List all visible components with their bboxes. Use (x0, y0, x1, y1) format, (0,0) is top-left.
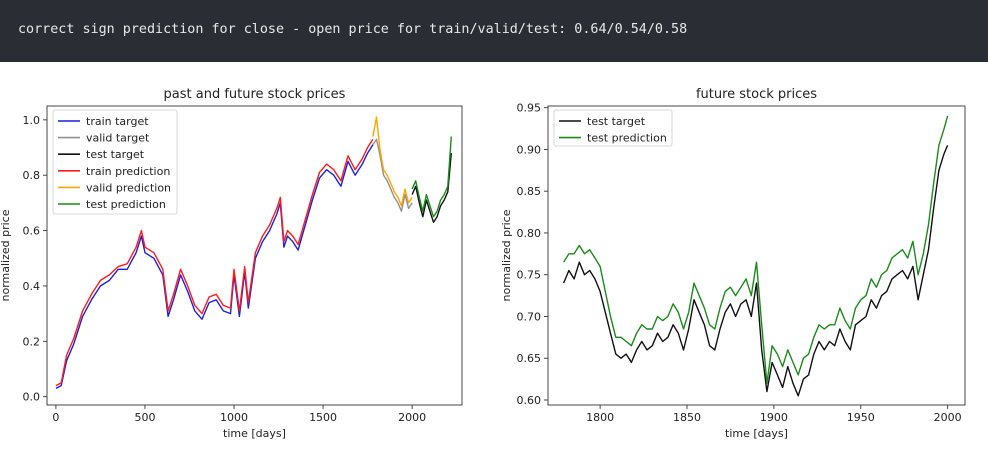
chart-past-and-future: 0 500 1000 1500 2000 0.0 0.2 0.4 0.6 0.8 1.0 past a… (0, 87, 463, 440)
y-tick-label: 0.75 (517, 269, 542, 282)
y-tick-label: 1.0 (23, 114, 41, 127)
y-tick-label: 0.6 (23, 225, 41, 238)
legend-label: test prediction (86, 198, 166, 211)
y-tick-label: 0.90 (517, 143, 542, 156)
y-tick-label: 0.95 (517, 102, 542, 115)
x-tick-label: 500 (134, 411, 155, 424)
chart-title: future stock prices (696, 87, 817, 102)
legend-label: train prediction (86, 165, 170, 178)
legend-label: test target (587, 115, 646, 128)
legend-box (553, 109, 673, 147)
legend-label: test target (86, 148, 145, 161)
y-tick-label: 0.0 (23, 391, 41, 404)
series-line-train-target (55, 144, 374, 390)
x-tick-label: 1950 (847, 411, 875, 424)
legend-box (52, 109, 178, 215)
plot-frame (46, 105, 463, 406)
y-tick-label: 0.80 (517, 227, 542, 240)
chart-future: 1800 1850 1900 1950 2000 0.60 0.65 0.70 0.75 0.80… (500, 87, 966, 440)
series-line-test-prediction (563, 115, 949, 384)
x-tick-label: 0 (52, 411, 59, 424)
series-line-valid-target (372, 138, 413, 212)
series-line-valid-prediction (372, 116, 413, 207)
x-tick-label: 1900 (760, 411, 788, 424)
y-tick-label: 0.60 (517, 394, 542, 407)
series-line-train-prediction (55, 138, 374, 387)
y-tick-label: 0.70 (517, 310, 542, 323)
console-output-text: correct sign prediction for close - open… (18, 22, 688, 37)
series-line-test-target (562, 145, 949, 397)
legend-label: test prediction (587, 132, 667, 145)
legend-label: train target (86, 115, 149, 128)
series-line-test-target (411, 153, 452, 224)
legend-label: valid prediction (86, 181, 171, 194)
y-axis-label: normalized price (500, 209, 513, 301)
y-tick-label: 0.8 (23, 169, 41, 182)
x-tick-label: 1800 (586, 411, 614, 424)
series-line-test-prediction (411, 136, 452, 218)
y-tick-label: 0.65 (517, 352, 542, 365)
x-axis-label: time [days] (223, 427, 286, 440)
x-tick-label: 1500 (309, 411, 337, 424)
x-tick-label: 2000 (934, 411, 962, 424)
legend-label: valid target (86, 132, 150, 145)
y-tick-label: 0.2 (23, 335, 41, 348)
y-tick-label: 0.4 (23, 280, 41, 293)
chart-title: past and future stock prices (164, 87, 346, 102)
y-tick-label: 0.85 (517, 185, 542, 198)
plot-frame (547, 105, 966, 406)
console-output: correct sign prediction for close - open… (0, 0, 988, 62)
x-axis-label: time [days] (725, 427, 788, 440)
x-tick-label: 1850 (673, 411, 701, 424)
x-tick-label: 2000 (398, 411, 426, 424)
x-tick-label: 1000 (220, 411, 248, 424)
y-axis-label: normalized price (0, 209, 12, 301)
